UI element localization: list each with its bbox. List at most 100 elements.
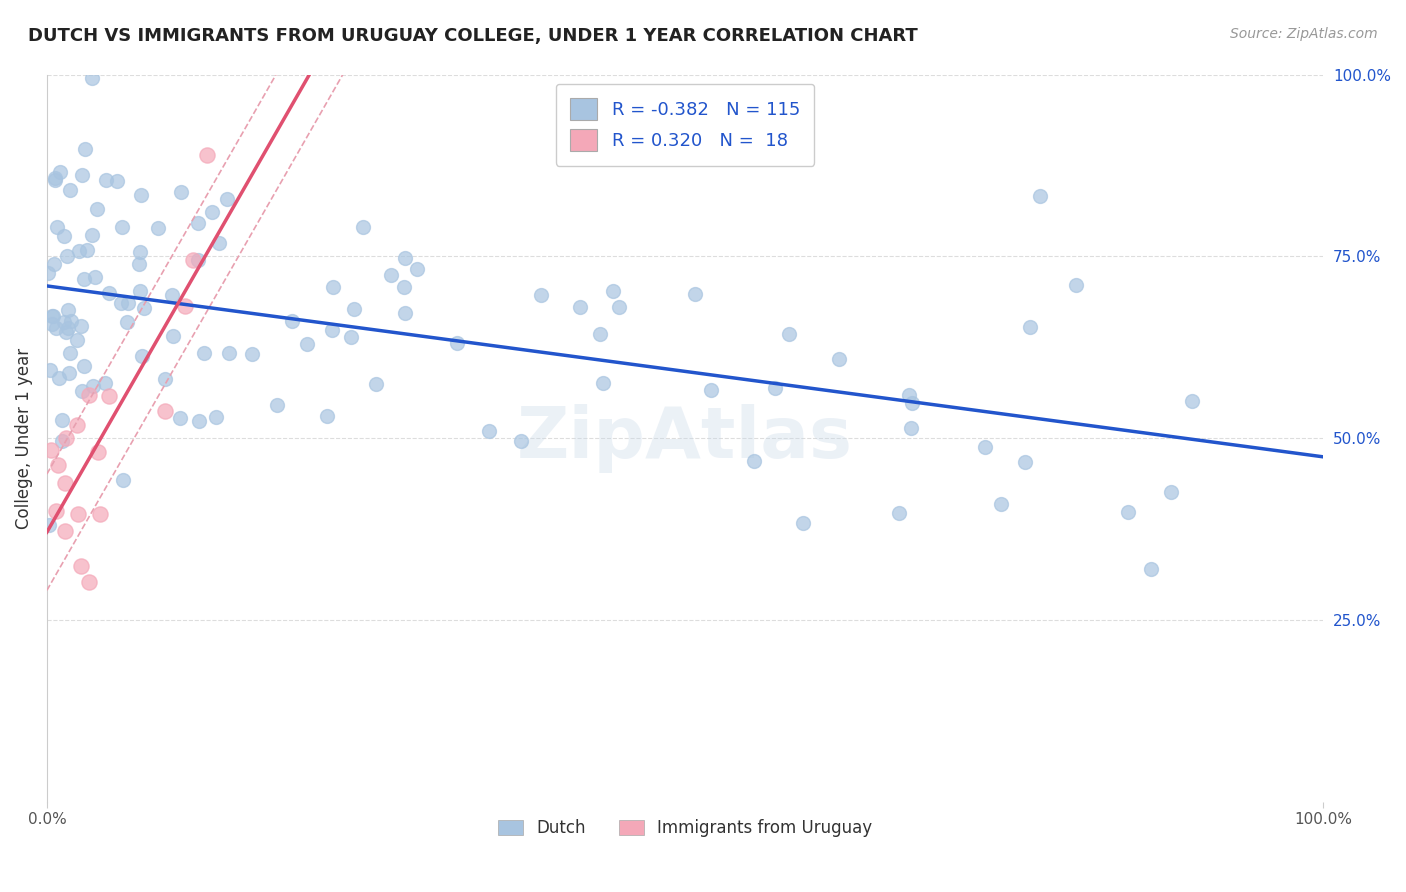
- Point: [510, 434, 533, 448]
- Point: [37, 266, 59, 280]
- Point: [392, 280, 415, 294]
- Point: [683, 286, 706, 301]
- Point: [343, 301, 366, 316]
- Point: [55, 325, 77, 339]
- Point: [153, 372, 176, 386]
- Point: [53, 524, 76, 539]
- Point: [66, 333, 89, 347]
- Point: [39, 442, 62, 457]
- Point: [89, 507, 111, 521]
- Point: [94, 173, 117, 187]
- Point: [67, 244, 90, 259]
- Point: [69, 318, 91, 333]
- Point: [129, 284, 152, 298]
- Point: [82, 379, 104, 393]
- Point: [55, 431, 77, 445]
- Point: [53, 229, 76, 244]
- Point: [76, 243, 98, 257]
- Point: [169, 410, 191, 425]
- Point: [1064, 278, 1087, 293]
- Point: [70, 168, 93, 182]
- Point: [56, 320, 79, 334]
- Point: [45, 321, 67, 335]
- Y-axis label: College, Under 1 year: College, Under 1 year: [15, 348, 32, 529]
- Point: [1019, 320, 1042, 334]
- Point: [73, 142, 96, 156]
- Point: [900, 421, 922, 435]
- Point: [41, 318, 63, 332]
- Point: [131, 350, 153, 364]
- Point: [82, 227, 104, 242]
- Point: [1029, 188, 1052, 202]
- Point: [240, 347, 263, 361]
- Point: [162, 329, 184, 343]
- Point: [70, 559, 93, 574]
- Point: [42, 257, 65, 271]
- Point: [51, 434, 73, 448]
- Point: [186, 215, 208, 229]
- Point: [45, 504, 67, 518]
- Point: [42, 309, 65, 323]
- Point: [297, 336, 319, 351]
- Point: [792, 516, 814, 530]
- Point: [53, 315, 76, 329]
- Point: [105, 174, 128, 188]
- Point: [897, 388, 920, 402]
- Point: [93, 376, 115, 391]
- Point: [201, 205, 224, 219]
- Point: [193, 345, 215, 359]
- Point: [66, 418, 89, 433]
- Point: [132, 301, 155, 315]
- Point: [58, 366, 80, 380]
- Point: [83, 270, 105, 285]
- Point: [322, 279, 344, 293]
- Text: DUTCH VS IMMIGRANTS FROM URUGUAY COLLEGE, UNDER 1 YEAR CORRELATION CHART: DUTCH VS IMMIGRANTS FROM URUGUAY COLLEGE…: [28, 27, 918, 45]
- Text: Source: ZipAtlas.com: Source: ZipAtlas.com: [1230, 27, 1378, 41]
- Point: [218, 346, 240, 360]
- Point: [48, 370, 70, 384]
- Point: [394, 252, 416, 266]
- Point: [405, 261, 427, 276]
- Point: [46, 458, 69, 472]
- Point: [602, 285, 624, 299]
- Point: [98, 285, 121, 300]
- Point: [44, 171, 66, 186]
- Point: [49, 165, 72, 179]
- Point: [607, 300, 630, 314]
- Point: [39, 363, 62, 377]
- Point: [111, 220, 134, 235]
- Point: [86, 202, 108, 216]
- Point: [146, 220, 169, 235]
- Point: [700, 384, 723, 398]
- Point: [901, 396, 924, 410]
- Point: [197, 148, 219, 162]
- Point: [187, 253, 209, 268]
- Point: [111, 473, 134, 487]
- Point: [592, 376, 614, 390]
- Point: [828, 351, 851, 366]
- Point: [77, 575, 100, 590]
- Point: [80, 70, 103, 85]
- Point: [778, 326, 800, 341]
- Point: [117, 296, 139, 310]
- Point: [38, 517, 60, 532]
- Point: [56, 303, 79, 318]
- Point: [188, 414, 211, 428]
- Point: [58, 183, 80, 197]
- Point: [41, 309, 63, 323]
- Point: [60, 314, 83, 328]
- Point: [394, 306, 416, 320]
- Point: [478, 425, 501, 439]
- Point: [763, 381, 786, 395]
- Point: [46, 219, 69, 234]
- Point: [281, 314, 304, 328]
- Point: [70, 384, 93, 399]
- Point: [160, 288, 183, 302]
- Point: [446, 335, 468, 350]
- Point: [315, 409, 337, 424]
- Point: [73, 272, 96, 286]
- Point: [56, 249, 79, 263]
- Point: [568, 300, 591, 314]
- Legend: Dutch, Immigrants from Uruguay: Dutch, Immigrants from Uruguay: [491, 813, 879, 844]
- Point: [87, 445, 110, 459]
